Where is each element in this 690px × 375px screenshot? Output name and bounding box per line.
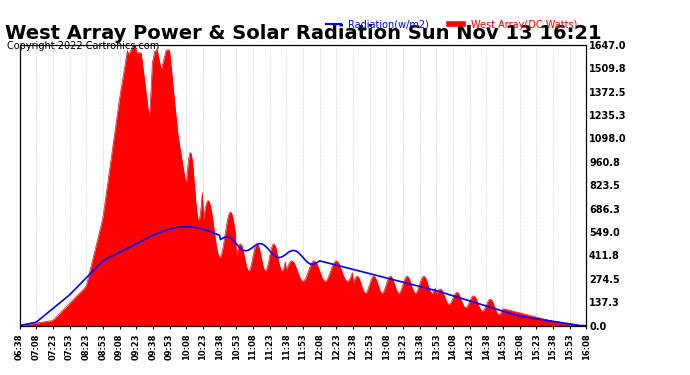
Text: Copyright 2022 Cartronics.com: Copyright 2022 Cartronics.com <box>7 41 159 51</box>
Title: West Array Power & Solar Radiation Sun Nov 13 16:21: West Array Power & Solar Radiation Sun N… <box>5 24 601 43</box>
Legend: Radiation(w/m2), West Array(DC Watts): Radiation(w/m2), West Array(DC Watts) <box>322 16 582 34</box>
